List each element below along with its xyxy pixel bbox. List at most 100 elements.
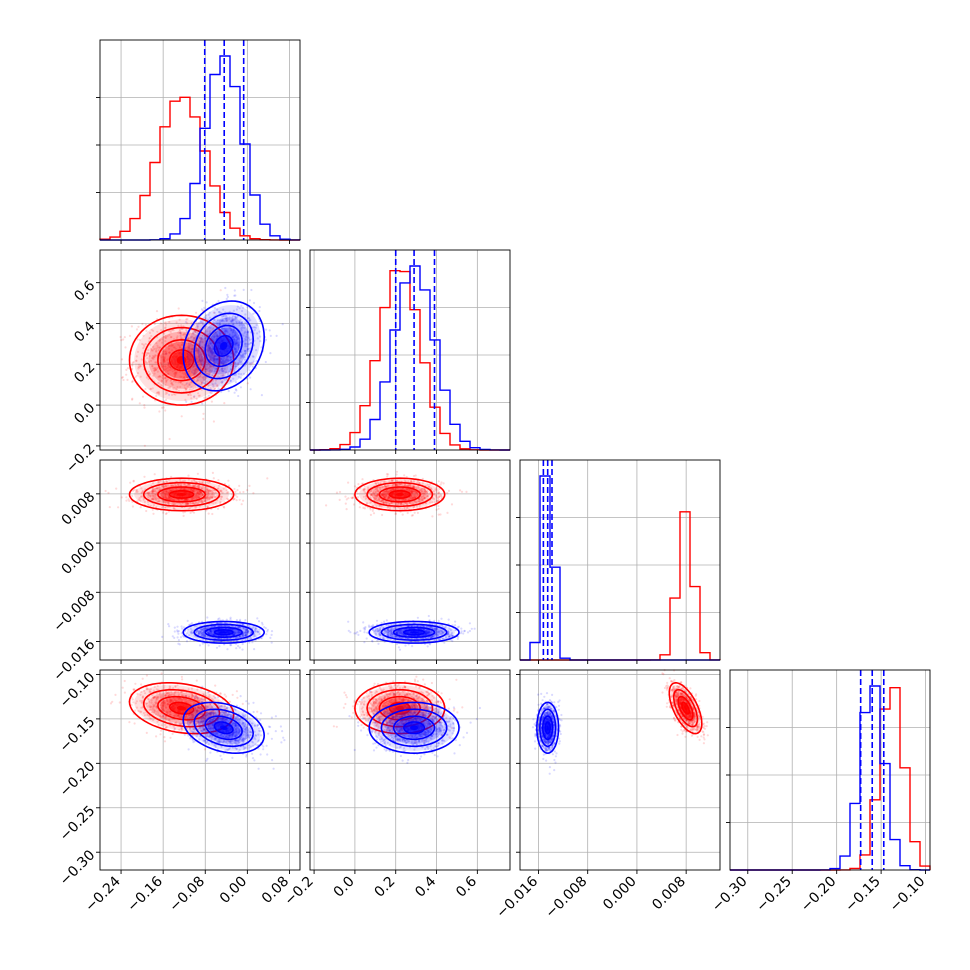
panel-1-0 bbox=[100, 250, 300, 450]
scatter-point bbox=[196, 357, 199, 360]
scatter-point bbox=[353, 485, 357, 488]
scatter-point bbox=[363, 641, 366, 644]
scatter-point bbox=[205, 380, 209, 383]
scatter-point bbox=[150, 387, 153, 390]
scatter-point bbox=[175, 371, 178, 374]
scatter-point bbox=[175, 336, 178, 339]
scatter-point bbox=[158, 339, 161, 342]
scatter-point bbox=[160, 364, 163, 367]
scatter-point bbox=[431, 515, 434, 518]
scatter-point bbox=[363, 507, 366, 510]
scatter-point bbox=[226, 293, 229, 296]
scatter-point bbox=[154, 354, 157, 357]
scatter-point bbox=[148, 336, 151, 340]
scatter-point bbox=[192, 511, 196, 514]
scatter-point bbox=[168, 625, 171, 628]
scatter-point bbox=[359, 629, 362, 633]
scatter-point bbox=[131, 494, 134, 498]
scatter-point bbox=[264, 627, 267, 630]
scatter-point bbox=[207, 394, 210, 397]
scatter-point bbox=[188, 370, 191, 373]
scatter-point bbox=[164, 336, 167, 340]
scatter-point bbox=[242, 288, 245, 291]
scatter-point bbox=[209, 349, 212, 352]
scatter-point bbox=[233, 391, 236, 394]
scatter-point bbox=[200, 334, 204, 337]
scatter-point bbox=[205, 365, 208, 368]
scatter-point bbox=[170, 349, 174, 352]
scatter-point bbox=[165, 512, 168, 515]
scatter-point bbox=[153, 322, 156, 326]
scatter-point bbox=[411, 645, 414, 648]
scatter-point bbox=[177, 632, 180, 635]
scatter-point bbox=[141, 342, 144, 346]
scatter-point bbox=[223, 402, 226, 405]
scatter-point bbox=[195, 367, 198, 370]
scatter-point bbox=[165, 379, 168, 382]
scatter-point bbox=[107, 491, 110, 494]
scatter-point bbox=[191, 343, 194, 347]
scatter-point bbox=[233, 289, 236, 292]
scatter-point bbox=[357, 483, 360, 486]
scatter-point bbox=[361, 478, 364, 481]
scatter-point bbox=[168, 437, 171, 441]
scatter-point bbox=[208, 342, 211, 345]
scatter-point bbox=[152, 358, 155, 361]
scatter-point bbox=[122, 338, 125, 341]
scatter-point bbox=[217, 479, 220, 482]
scatter-point bbox=[167, 361, 170, 364]
scatter-point bbox=[395, 473, 398, 476]
scatter-point bbox=[215, 335, 218, 338]
scatter-point bbox=[160, 384, 163, 387]
scatter-point bbox=[149, 387, 152, 391]
scatter-point bbox=[155, 368, 158, 371]
scatter-point bbox=[234, 494, 237, 497]
scatter-point bbox=[180, 340, 183, 343]
scatter-point bbox=[383, 620, 386, 623]
scatter-point bbox=[186, 322, 189, 325]
scatter-point bbox=[125, 368, 128, 371]
scatter-point bbox=[248, 641, 251, 644]
scatter-point bbox=[216, 385, 219, 388]
scatter-point bbox=[352, 503, 356, 506]
scatter-point bbox=[215, 646, 219, 649]
scatter-point bbox=[238, 484, 241, 487]
scatter-point bbox=[172, 346, 175, 349]
scatter-point bbox=[171, 370, 174, 373]
scatter-point bbox=[440, 481, 443, 484]
scatter-point bbox=[144, 323, 147, 326]
scatter-point bbox=[187, 369, 191, 372]
scatter-point bbox=[231, 318, 234, 321]
scatter-point bbox=[117, 506, 120, 509]
scatter-point bbox=[172, 387, 175, 390]
scatter-point bbox=[250, 288, 253, 292]
scatter-point bbox=[178, 344, 181, 347]
scatter-point bbox=[154, 368, 157, 371]
scatter-point bbox=[177, 307, 180, 310]
scatter-point bbox=[214, 331, 217, 334]
scatter-point bbox=[145, 354, 148, 357]
scatter-point bbox=[252, 301, 256, 305]
scatter-point bbox=[150, 349, 153, 352]
scatter-point bbox=[125, 373, 128, 376]
scatter-point bbox=[198, 375, 201, 378]
scatter-point bbox=[128, 334, 132, 337]
scatter-point bbox=[413, 511, 416, 514]
scatter-point bbox=[120, 358, 124, 361]
scatter-point bbox=[213, 357, 216, 360]
scatter-point bbox=[162, 336, 165, 339]
scatter-point bbox=[170, 475, 173, 478]
scatter-point bbox=[196, 349, 199, 352]
scatter-point bbox=[225, 618, 228, 621]
scatter-point bbox=[131, 380, 134, 384]
scatter-point bbox=[178, 328, 181, 331]
scatter-point bbox=[139, 364, 142, 368]
scatter-point bbox=[233, 487, 236, 491]
scatter-point bbox=[138, 366, 141, 369]
scatter-point bbox=[152, 345, 155, 348]
scatter-point bbox=[238, 498, 241, 501]
scatter-point bbox=[180, 375, 183, 378]
scatter-point bbox=[208, 346, 211, 349]
scatter-point bbox=[227, 479, 230, 482]
scatter-point bbox=[161, 374, 165, 377]
